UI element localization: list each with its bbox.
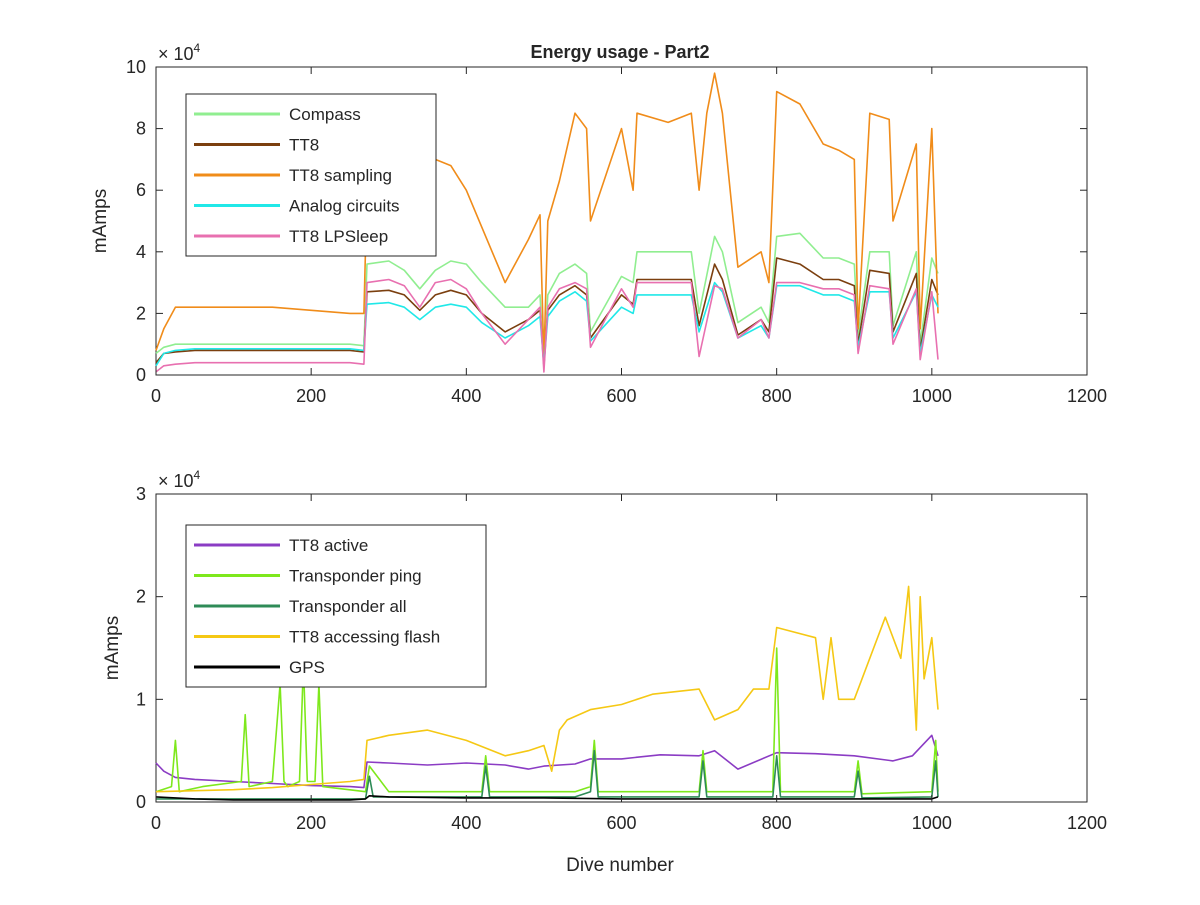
x-tick-label: 1000 [912, 813, 952, 833]
x-tick-label: 1200 [1067, 386, 1107, 406]
x-tick-label: 1000 [912, 386, 952, 406]
series-line-tt8-accessing-flash [155, 585, 939, 793]
x-tick-label: 800 [762, 813, 792, 833]
x-tick-label: 0 [151, 813, 161, 833]
top-series-layer [155, 72, 939, 373]
x-tick-label: 800 [762, 386, 792, 406]
y-tick-label: 2 [136, 303, 146, 323]
top-axis-layer: 0 200 400 600 800 1000 1200 0 2 4 6 8 10 [126, 57, 1107, 406]
y-tick-label: 8 [136, 119, 146, 139]
series-line-tt8-lpsleep [155, 278, 939, 373]
top-legend: Compass TT8 TT8 sampling Analog circuits TT8… [185, 93, 437, 257]
top-y-axis-label: mAmps [90, 189, 111, 253]
legend-label: TT8 [289, 136, 319, 155]
y-tick-label: 10 [126, 57, 146, 77]
y-tick-label: 3 [136, 484, 146, 504]
legend-label: TT8 sampling [289, 166, 392, 185]
legend-label: GPS [289, 658, 325, 677]
bottom-x-axis-label: Dive number [566, 855, 674, 876]
x-tick-label: 0 [151, 386, 161, 406]
series-line-gps [155, 794, 939, 801]
series-line-transponder-ping [155, 647, 939, 795]
bottom-y-axis-label: mAmps [102, 616, 123, 680]
x-tick-label: 200 [296, 386, 326, 406]
x-tick-label: 200 [296, 813, 326, 833]
chart-title: Energy usage - Part2 [530, 42, 709, 62]
y-tick-label: 0 [136, 792, 146, 812]
series-line-transponder-all [156, 749, 939, 800]
legend-label: TT8 accessing flash [289, 628, 440, 647]
legend-label: Transponder all [289, 597, 407, 616]
legend-label: TT8 LPSleep [289, 227, 388, 246]
y-tick-label: 4 [136, 242, 146, 262]
bottom-legend: TT8 active Transponder ping Transponder al… [185, 524, 487, 688]
series-line-tt8-sampling [155, 72, 939, 361]
legend-label: TT8 active [289, 536, 368, 555]
x-tick-label: 600 [606, 386, 636, 406]
y-tick-label: 6 [136, 180, 146, 200]
x-tick-label: 400 [451, 813, 481, 833]
legend-label: Compass [289, 105, 361, 124]
legend-label: Analog circuits [289, 197, 400, 216]
bottom-axis-layer: 0 200 400 600 800 1000 1200 0 1 2 3 [136, 484, 1107, 833]
y-tick-label: 1 [136, 689, 146, 709]
top-chart-panel: Energy usage - Part2 0 200 400 600 800 1000 12… [90, 41, 1107, 406]
top-y-exponent-label: × 104 [158, 41, 201, 64]
x-tick-label: 400 [451, 386, 481, 406]
legend-label: Transponder ping [289, 567, 422, 586]
x-tick-label: 600 [606, 813, 636, 833]
bottom-y-exponent-label: × 104 [158, 468, 201, 491]
y-tick-label: 2 [136, 587, 146, 607]
bottom-series-layer [155, 585, 939, 801]
y-tick-label: 0 [136, 365, 146, 385]
bottom-chart-panel: 0 200 400 600 800 1000 1200 0 1 2 3 mAmps Dive num… [102, 468, 1107, 876]
x-tick-label: 1200 [1067, 813, 1107, 833]
